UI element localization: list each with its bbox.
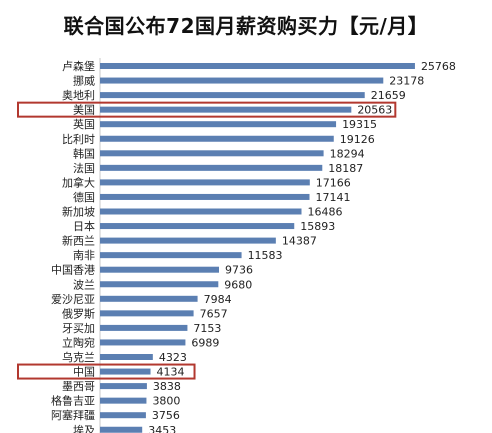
bar (100, 354, 153, 360)
value-label: 18187 (328, 162, 363, 175)
chart-title: 联合国公布72国月薪资购买力【元/月】 (63, 14, 429, 38)
category-label: 英国 (73, 117, 95, 131)
category-label: 卢森堡 (62, 59, 95, 73)
category-label: 新加坡 (62, 205, 95, 219)
category-label: 阿塞拜疆 (51, 408, 95, 422)
bar (100, 266, 219, 273)
bar (100, 208, 302, 215)
value-label: 17141 (316, 191, 351, 204)
category-label: 韩国 (73, 146, 95, 160)
value-label: 3838 (153, 380, 181, 393)
bar (100, 193, 310, 200)
category-label: 比利时 (62, 133, 95, 146)
bar (100, 397, 147, 404)
bar (100, 92, 365, 99)
bar (100, 339, 186, 346)
value-label: 3800 (152, 395, 180, 408)
category-label: 乌克兰 (62, 350, 95, 364)
value-label: 6989 (191, 336, 219, 349)
category-label: 立陶宛 (62, 335, 95, 349)
bar (100, 135, 334, 142)
category-label: 墨西哥 (62, 380, 95, 393)
bar (100, 223, 295, 230)
category-label: 埃及 (73, 423, 95, 433)
category-label: 格鲁吉亚 (51, 394, 95, 408)
bar (100, 237, 276, 244)
category-label: 法国 (73, 161, 95, 175)
value-label: 7984 (204, 293, 232, 306)
value-label: 9680 (224, 278, 252, 291)
category-label: 美国 (73, 104, 95, 117)
bar (100, 310, 194, 317)
category-label: 牙买加 (62, 322, 95, 335)
category-label: 德国 (73, 190, 95, 204)
value-label: 11583 (248, 249, 283, 262)
bar (100, 106, 352, 113)
value-label: 19126 (340, 133, 375, 146)
bar (100, 324, 188, 331)
bar (100, 121, 337, 128)
category-label: 中国 (73, 366, 95, 379)
bar (100, 179, 310, 186)
category-label: 加拿大 (62, 175, 95, 189)
value-label: 4323 (159, 351, 187, 364)
bar (100, 150, 324, 157)
value-label: 21659 (371, 89, 406, 102)
bar (100, 426, 143, 433)
category-label: 奥地利 (62, 88, 95, 102)
value-label: 20563 (357, 104, 392, 117)
bar (100, 295, 198, 302)
category-label: 中国香港 (51, 264, 95, 277)
highlight-box (17, 363, 196, 380)
bar (100, 368, 151, 375)
bar (100, 77, 384, 84)
value-label: 19315 (342, 118, 377, 131)
bar (100, 412, 146, 419)
bar (100, 281, 219, 288)
value-label: 3756 (152, 409, 180, 422)
value-label: 17166 (316, 176, 351, 189)
bar (100, 252, 242, 259)
category-label: 新西兰 (62, 234, 95, 248)
category-label: 日本 (73, 219, 95, 233)
value-label: 23178 (389, 75, 424, 88)
category-label: 南非 (73, 249, 95, 262)
bar (100, 63, 415, 69)
category-label: 挪威 (73, 74, 95, 88)
value-label: 14387 (282, 235, 317, 248)
category-label: 波兰 (73, 278, 95, 291)
value-label: 15893 (300, 220, 335, 233)
highlight-box (17, 101, 397, 118)
value-label: 9736 (225, 264, 253, 277)
category-label: 俄罗斯 (62, 307, 95, 320)
bar (100, 383, 147, 390)
value-label: 25768 (421, 60, 456, 73)
bar (100, 164, 323, 171)
value-label: 7657 (200, 307, 228, 320)
category-label: 爱沙尼亚 (51, 293, 95, 306)
value-label: 3453 (148, 424, 176, 433)
value-label: 4134 (157, 366, 185, 379)
value-label: 18294 (330, 147, 365, 160)
value-label: 16486 (307, 206, 342, 219)
value-label: 7153 (193, 322, 221, 335)
